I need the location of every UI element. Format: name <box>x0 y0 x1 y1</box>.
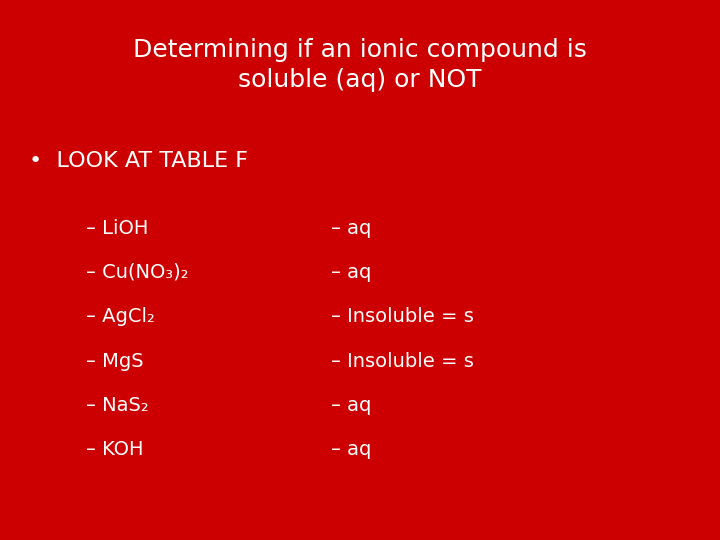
Text: – Insoluble = s: – Insoluble = s <box>331 352 474 370</box>
Text: Determining if an ionic compound is
soluble (aq) or NOT: Determining if an ionic compound is solu… <box>133 38 587 92</box>
Text: – Insoluble = s: – Insoluble = s <box>331 307 474 326</box>
Text: – AgCl₂: – AgCl₂ <box>86 307 156 326</box>
Text: – MgS: – MgS <box>86 352 144 370</box>
Text: – LiOH: – LiOH <box>86 219 149 238</box>
Text: – Cu(NO₃)₂: – Cu(NO₃)₂ <box>86 263 189 282</box>
Text: •  LOOK AT TABLE F: • LOOK AT TABLE F <box>29 151 248 171</box>
Text: – NaS₂: – NaS₂ <box>86 396 149 415</box>
Text: – aq: – aq <box>331 440 372 459</box>
Text: – KOH: – KOH <box>86 440 144 459</box>
Text: – aq: – aq <box>331 219 372 238</box>
Text: – aq: – aq <box>331 263 372 282</box>
Text: – aq: – aq <box>331 396 372 415</box>
